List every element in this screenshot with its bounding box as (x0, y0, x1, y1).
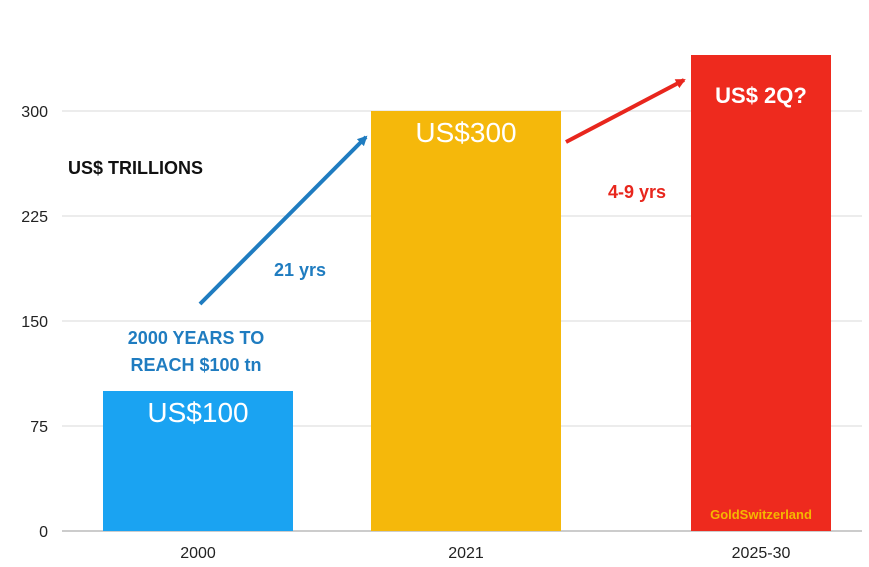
y-axis-ticks: 0 75 150 225 300 (21, 104, 48, 541)
bar-value-label: US$100 (147, 397, 248, 428)
bars: US$100 US$300 US$ 2Q? GoldSwitzerland (103, 55, 831, 531)
y-tick-label: 225 (21, 209, 48, 226)
bar (691, 55, 831, 531)
annotation-interval-1: 21 yrs (274, 260, 326, 280)
x-tick-label: 2021 (448, 545, 484, 562)
y-axis-unit-label: US$ TRILLIONS (68, 158, 203, 178)
bar-value-label: US$300 (415, 117, 516, 148)
annotation-note-line-2: REACH $100 tn (130, 355, 261, 375)
bar (371, 111, 561, 531)
bar-value-label: US$ 2Q? (715, 83, 807, 108)
x-tick-label: 2025-30 (732, 545, 791, 562)
watermark-label: GoldSwitzerland (710, 507, 812, 522)
arrow-red-icon (565, 78, 686, 144)
arrow-blue-icon (198, 135, 368, 306)
y-tick-label: 75 (30, 419, 48, 436)
y-tick-label: 150 (21, 314, 48, 331)
annotation-note-line-1: 2000 YEARS TO (128, 328, 264, 348)
x-tick-label: 2000 (180, 545, 216, 562)
bar (103, 391, 293, 531)
annotation-interval-2: 4-9 yrs (608, 182, 666, 202)
y-tick-label: 300 (21, 104, 48, 121)
x-axis-ticks: 2000 2021 2025-30 (180, 545, 790, 562)
y-tick-label: 0 (39, 524, 48, 541)
